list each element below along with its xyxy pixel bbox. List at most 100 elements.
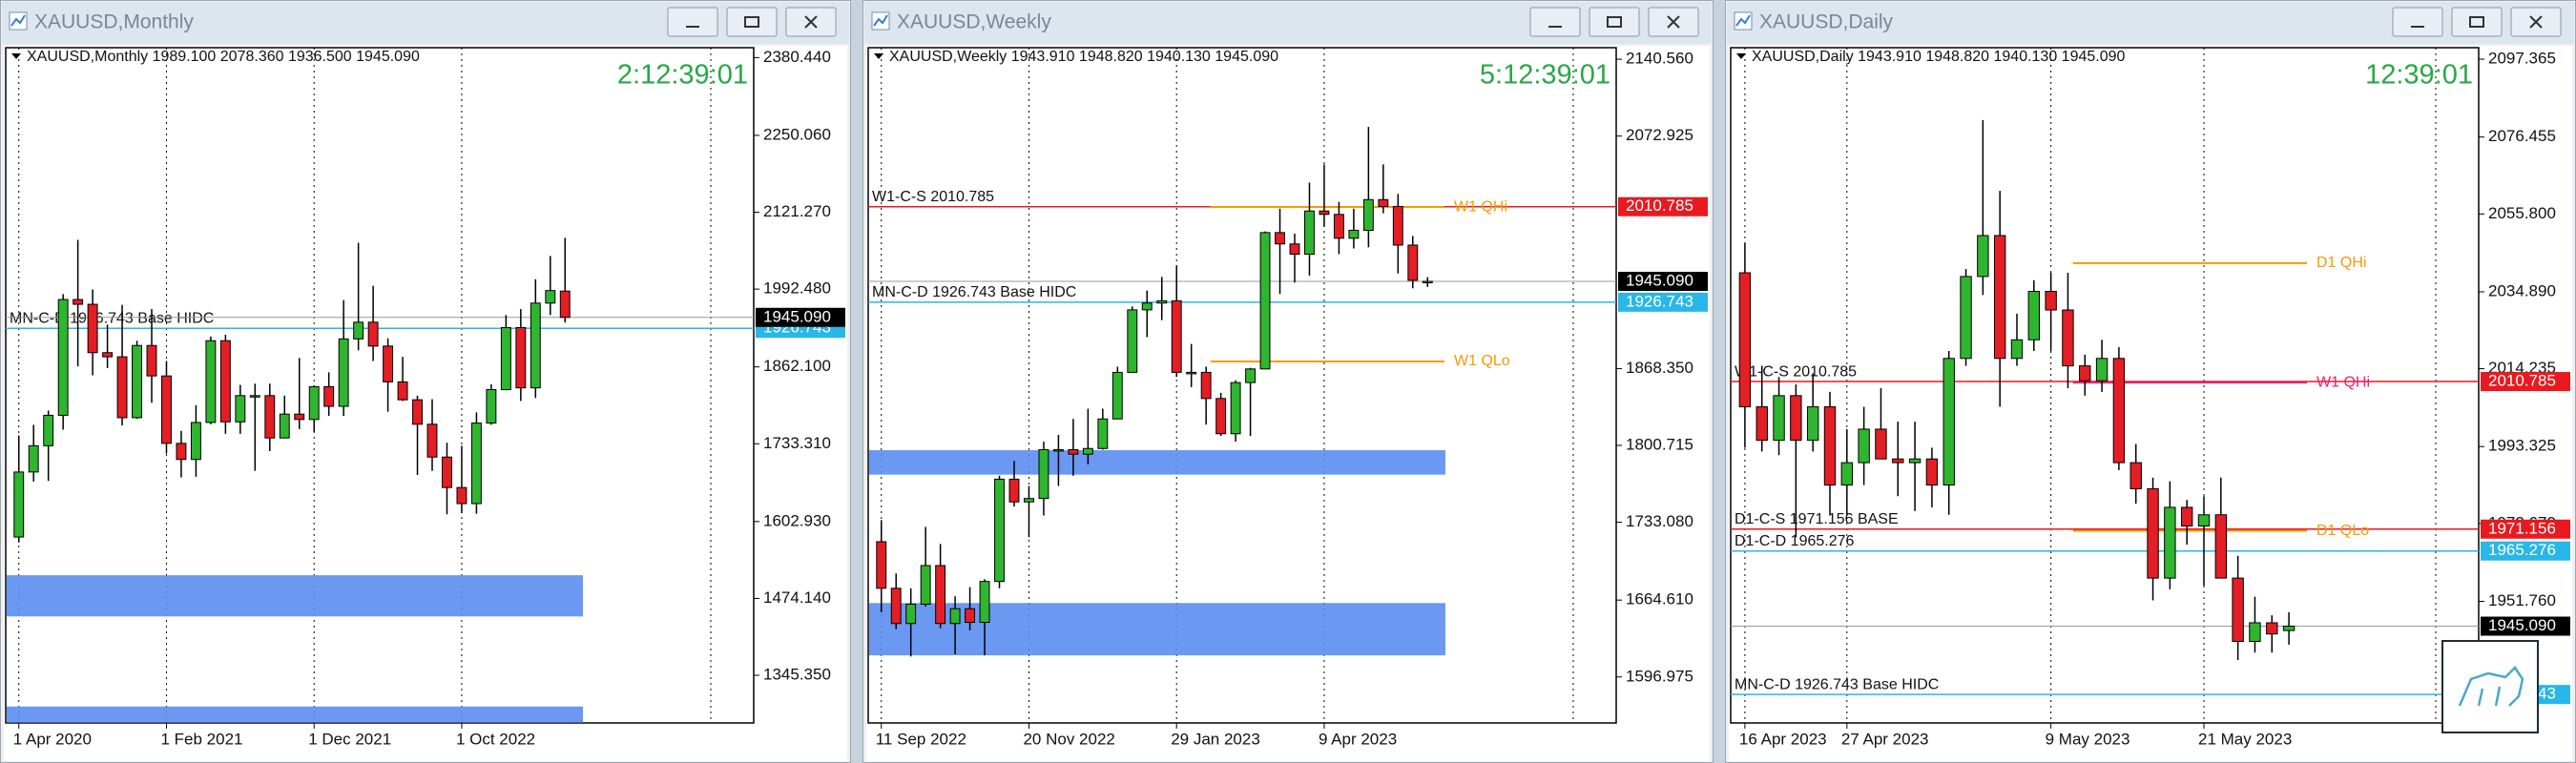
chart-header: XAUUSD,Monthly 1989.100 2078.360 1936.50… — [27, 49, 420, 65]
candle-body — [323, 385, 335, 407]
candle-body — [1097, 418, 1109, 449]
minimize-button[interactable] — [1529, 7, 1581, 37]
minimize-button[interactable] — [2392, 7, 2443, 37]
close-icon — [1667, 15, 1680, 29]
candle-body — [1259, 232, 1271, 370]
header-marker — [1736, 53, 1746, 59]
candle-body — [219, 340, 231, 423]
window-title: XAUUSD,Weekly — [897, 11, 1051, 33]
candle-body — [1362, 198, 1374, 231]
countdown-timer: 12:39:01 — [2365, 60, 2473, 91]
price-tag-label: 1945.090 — [2488, 616, 2556, 634]
level-tag-label: 2010.785 — [1626, 196, 1693, 215]
candle-body — [1038, 448, 1049, 500]
x-tick-label: 16 Apr 2023 — [1739, 730, 1827, 748]
x-tick-label: 1 Apr 2020 — [13, 730, 92, 748]
candle-body — [2027, 291, 2041, 340]
candle-body — [2062, 309, 2074, 367]
y-tick-label: 1862.100 — [763, 357, 831, 375]
candle-body — [338, 338, 349, 407]
maximize-icon — [744, 16, 759, 28]
y-tick-label: 2380.440 — [763, 48, 831, 66]
y-tick-label: 1868.350 — [1626, 359, 1693, 377]
candle-body — [876, 541, 887, 589]
candle-body — [2214, 514, 2228, 579]
zone — [7, 575, 583, 617]
level-tag — [1618, 292, 1708, 312]
y-tick-label: 2121.270 — [763, 202, 831, 220]
candle-body — [1333, 214, 1344, 239]
chart-background — [1729, 46, 2572, 761]
chart-background — [4, 46, 847, 761]
level-label: MN-C-D 1926.743 Base HIDC — [872, 284, 1076, 300]
plot-frame — [5, 47, 755, 724]
candle-body — [43, 414, 54, 446]
price-tag — [756, 307, 845, 327]
countdown-timer: 5:12:39:01 — [1480, 60, 1610, 91]
level-label: MN-C-D 1926.743 Base HIDC — [10, 310, 214, 326]
minimize-button[interactable] — [667, 7, 718, 37]
candle-body — [890, 588, 902, 625]
candle-body — [1823, 406, 1837, 486]
candle-body — [1348, 229, 1360, 239]
candle-body — [1840, 462, 1854, 486]
price-tag-label: 1945.090 — [763, 307, 831, 325]
header-marker — [11, 53, 21, 59]
maximize-button[interactable] — [2451, 7, 2503, 37]
y-tick-label: 2250.060 — [763, 125, 831, 143]
level-tag — [2481, 541, 2570, 561]
level-tag-label: 1971.156 — [2488, 519, 2556, 537]
candle-body — [1082, 447, 1093, 455]
candle-body — [994, 478, 1005, 583]
level-label: W1 QHi — [2316, 374, 2370, 390]
x-tick-label: 9 May 2023 — [2046, 730, 2130, 748]
candle-body — [1908, 458, 1922, 464]
logo-box — [2441, 640, 2539, 733]
candle-body — [264, 395, 276, 439]
countdown-timer: 2:12:39:01 — [617, 60, 748, 91]
candle-body — [979, 581, 990, 624]
candle-body — [249, 395, 260, 398]
candle-body — [1068, 448, 1079, 455]
candle-body — [1925, 458, 1939, 486]
x-tick-label: 21 May 2023 — [2198, 730, 2292, 748]
candle-body — [1806, 406, 1819, 442]
y-tick-label: 2034.890 — [2488, 281, 2556, 299]
level-label: W1 QHi — [1454, 198, 1507, 215]
chart-header: XAUUSD,Daily 1943.910 1948.820 1940.130 … — [1752, 49, 2126, 65]
candle-body — [1378, 198, 1389, 207]
candle-body — [2010, 339, 2024, 360]
zone — [869, 450, 1445, 475]
maximize-button[interactable] — [1589, 7, 1640, 37]
window-icon-line — [873, 14, 888, 27]
price-tag-label: 1945.090 — [1626, 271, 1693, 289]
candle-body — [308, 385, 320, 421]
maximize-button[interactable] — [726, 7, 778, 37]
candle-body — [13, 471, 25, 538]
x-tick-label: 1 Oct 2022 — [456, 730, 535, 748]
candle-body — [367, 321, 379, 347]
plot-frame — [867, 47, 1617, 724]
candle-body — [1008, 478, 1020, 503]
maximize-icon — [1607, 16, 1622, 28]
candle-body — [545, 290, 556, 304]
y-tick-label: 1733.080 — [1626, 512, 1693, 530]
window-title: XAUUSD,Monthly — [34, 11, 194, 33]
candle-body — [2249, 622, 2261, 643]
candle-body — [1186, 371, 1197, 375]
y-tick-label: 2097.365 — [2488, 50, 2556, 68]
candle-body — [2129, 462, 2142, 489]
candle-body — [1875, 428, 1887, 460]
level-label: D1 QHi — [2316, 255, 2366, 271]
candle-body — [2095, 358, 2109, 382]
candle-body — [116, 356, 128, 419]
candle-body — [1111, 371, 1123, 420]
level-label: D1 QLo — [2316, 523, 2369, 539]
candle-body — [949, 608, 961, 625]
candle-body — [412, 399, 423, 425]
candle-body — [102, 352, 114, 358]
candle-body — [1942, 358, 1955, 486]
x-tick-label: 20 Nov 2022 — [1023, 730, 1114, 748]
close-icon — [2529, 15, 2543, 29]
